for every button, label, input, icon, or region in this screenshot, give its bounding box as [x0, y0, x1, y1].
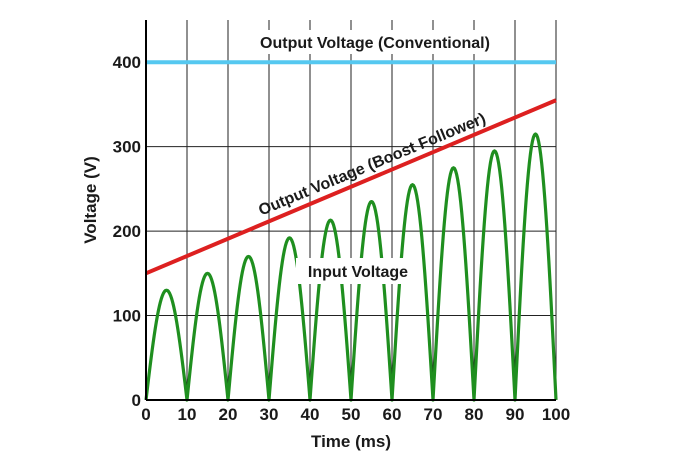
x-tick-label-50: 50 — [342, 405, 361, 424]
annotation-input: Input Voltage — [296, 258, 420, 284]
x-tick-label-10: 10 — [178, 405, 197, 424]
grid — [146, 20, 557, 400]
annotation-conventional-label: Output Voltage (Conventional) — [260, 35, 490, 52]
y-tick-label-300: 300 — [113, 138, 141, 157]
annotation-conventional-bg — [244, 30, 506, 54]
x-tick-label-30: 30 — [260, 405, 279, 424]
x-tick-label-60: 60 — [383, 405, 402, 424]
y-tick-label-400: 400 — [113, 53, 141, 72]
annotation-conventional: Output Voltage (Conventional) — [244, 30, 506, 54]
annotation-input-bg — [296, 258, 420, 284]
tick-labels: 0 10 20 30 40 50 60 70 80 90 100 0 100 200 300 400 — [113, 53, 571, 424]
x-tick-label-40: 40 — [301, 405, 320, 424]
x-axis-title: Time (ms) — [311, 432, 391, 451]
series-output-boost-follower — [145, 98, 557, 276]
x-tick-label-100: 100 — [542, 405, 570, 424]
annotation-input-label: Input Voltage — [308, 264, 408, 281]
x-tick-label-90: 90 — [506, 405, 525, 424]
x-tick-label-0: 0 — [141, 405, 150, 424]
y-tick-label-100: 100 — [113, 307, 141, 326]
y-tick-label-0: 0 — [132, 391, 141, 410]
y-tick-label-200: 200 — [113, 222, 141, 241]
y-axis-title: Voltage (V) — [81, 156, 100, 244]
axes — [145, 20, 556, 401]
x-tick-label-70: 70 — [424, 405, 443, 424]
x-tick-label-80: 80 — [465, 405, 484, 424]
x-tick-label-20: 20 — [219, 405, 238, 424]
